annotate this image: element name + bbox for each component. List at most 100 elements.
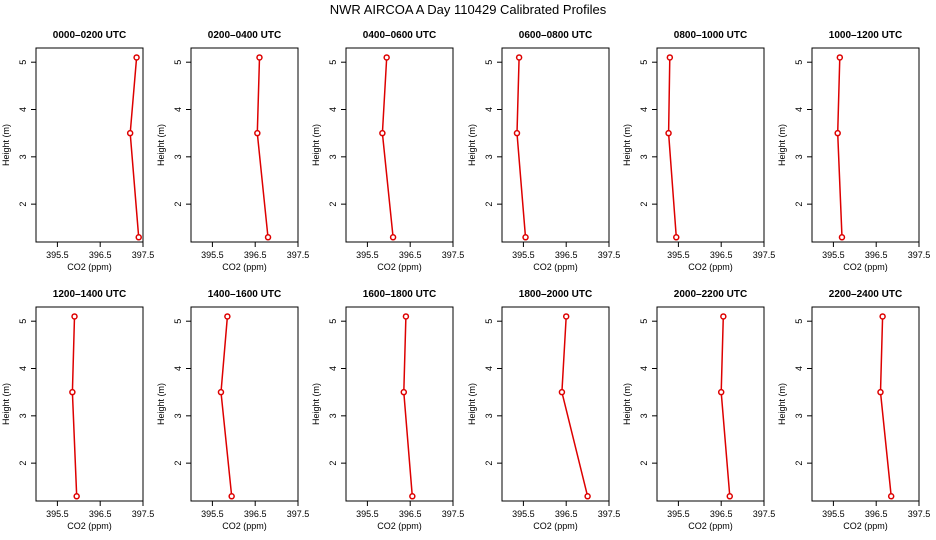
panel-title: 2200–2400 UTC (829, 289, 902, 300)
data-point (224, 313, 231, 320)
plot-frame (345, 306, 454, 502)
x-axis-label: CO2 (ppm) (843, 521, 888, 531)
y-tick-label: 4 (484, 366, 494, 371)
data-point (584, 493, 591, 500)
data-point (400, 388, 408, 396)
y-tick-label: 5 (484, 60, 494, 65)
data-point (838, 234, 846, 241)
x-tick-label: 396.5 (89, 250, 112, 260)
panel-4: 0600–0800 UTC 395.5 396.5 397.5 CO2 (ppm) 2 3 4… (467, 30, 620, 272)
plot-frame (190, 47, 299, 243)
panel-title: 1000–1200 UTC (829, 30, 902, 41)
x-tick-label: 396.5 (555, 509, 578, 519)
y-tick-label: 4 (328, 107, 338, 112)
x-tick-label: 397.5 (287, 509, 310, 519)
y-tick-label: 5 (173, 319, 183, 324)
x-axis-label: CO2 (ppm) (533, 262, 578, 272)
profile-line (667, 57, 678, 238)
y-axis-label: Height (m) (1, 383, 11, 425)
data-point (673, 234, 680, 241)
data-point (383, 54, 390, 61)
plot-frame (190, 306, 299, 502)
y-tick-label: 4 (18, 107, 28, 112)
panel-title: 1200–1400 UTC (53, 289, 126, 300)
x-tick-label: 395.5 (667, 250, 690, 260)
x-tick-label: 395.5 (356, 509, 379, 519)
data-point (836, 54, 844, 61)
x-tick-label: 396.5 (89, 509, 112, 519)
data-point (666, 54, 674, 61)
y-axis-label: Height (m) (311, 124, 321, 166)
panel-title: 0400–0600 UTC (363, 30, 436, 41)
x-axis-label: CO2 (ppm) (843, 262, 888, 272)
y-tick-label: 3 (173, 413, 183, 418)
y-tick-label: 4 (173, 107, 183, 112)
y-axis-label: Height (m) (467, 124, 477, 166)
y-tick-label: 5 (794, 319, 804, 324)
data-point (562, 313, 570, 320)
x-axis-label: CO2 (ppm) (222, 262, 267, 272)
x-tick-label: 395.5 (46, 250, 69, 260)
data-point (887, 493, 895, 500)
x-axis-label: CO2 (ppm) (67, 262, 112, 272)
data-point (256, 54, 263, 61)
data-point (71, 313, 78, 320)
y-tick-label: 2 (18, 461, 28, 466)
plot-frame (35, 306, 144, 502)
y-axis-label: Height (m) (311, 383, 321, 425)
profile-line (220, 316, 233, 497)
y-tick-label: 4 (328, 366, 338, 371)
x-tick-label: 397.5 (908, 250, 931, 260)
y-tick-label: 2 (639, 461, 649, 466)
x-tick-label: 395.5 (512, 250, 535, 260)
data-point (133, 54, 140, 61)
y-tick-label: 3 (328, 413, 338, 418)
profile-line (129, 57, 140, 238)
data-point (73, 493, 80, 500)
panel-5: 0800–1000 UTC 395.5 396.5 397.5 CO2 (ppm) 2 3 4… (622, 30, 775, 272)
x-tick-label: 397.5 (132, 509, 155, 519)
panel-title: 1400–1600 UTC (208, 289, 281, 300)
y-tick-label: 5 (173, 60, 183, 65)
x-axis-label: CO2 (ppm) (377, 521, 422, 531)
y-tick-label: 2 (794, 202, 804, 207)
x-tick-label: 395.5 (201, 250, 224, 260)
plot-frame (656, 306, 765, 502)
panel-3: 0400–0600 UTC 395.5 396.5 397.5 CO2 (ppm) 2 3 4… (311, 30, 464, 272)
data-point (264, 234, 272, 241)
y-tick-label: 2 (328, 202, 338, 207)
data-point (135, 234, 142, 241)
x-tick-label: 397.5 (442, 509, 465, 519)
x-axis-label: CO2 (ppm) (688, 262, 733, 272)
y-axis-label: Height (m) (777, 383, 787, 425)
x-tick-label: 395.5 (512, 509, 535, 519)
profile-line (71, 316, 78, 497)
x-tick-label: 396.5 (555, 250, 578, 260)
plot-frame (501, 47, 610, 243)
y-tick-label: 4 (173, 366, 183, 371)
y-axis-label: Height (m) (467, 383, 477, 425)
x-axis-label: CO2 (ppm) (222, 521, 267, 531)
y-tick-label: 3 (18, 413, 28, 418)
y-tick-label: 3 (639, 413, 649, 418)
y-tick-label: 2 (328, 461, 338, 466)
y-tick-label: 2 (639, 202, 649, 207)
x-tick-label: 396.5 (710, 509, 733, 519)
panel-10: 1800–2000 UTC 395.5 396.5 397.5 CO2 (ppm) 2 3 4… (467, 289, 620, 531)
y-tick-label: 4 (794, 366, 804, 371)
y-tick-label: 5 (639, 60, 649, 65)
data-point (558, 388, 566, 396)
y-tick-label: 3 (173, 154, 183, 159)
y-axis-label: Height (m) (622, 124, 632, 166)
x-tick-label: 397.5 (598, 250, 621, 260)
y-tick-label: 4 (639, 107, 649, 112)
plot-frame (811, 47, 920, 243)
panel-1: 0000–0200 UTC 395.5 396.5 397.5 CO2 (ppm) 2 3 4… (1, 30, 154, 272)
panel-title: 1600–1800 UTC (363, 289, 436, 300)
figure-title: NWR AIRCOA A Day 110429 Calibrated Profi… (329, 2, 607, 17)
panel-6: 1000–1200 UTC 395.5 396.5 397.5 CO2 (ppm) 2 3 4… (777, 30, 930, 272)
x-tick-label: 397.5 (132, 250, 155, 260)
data-point (389, 234, 397, 241)
x-tick-label: 395.5 (356, 250, 379, 260)
